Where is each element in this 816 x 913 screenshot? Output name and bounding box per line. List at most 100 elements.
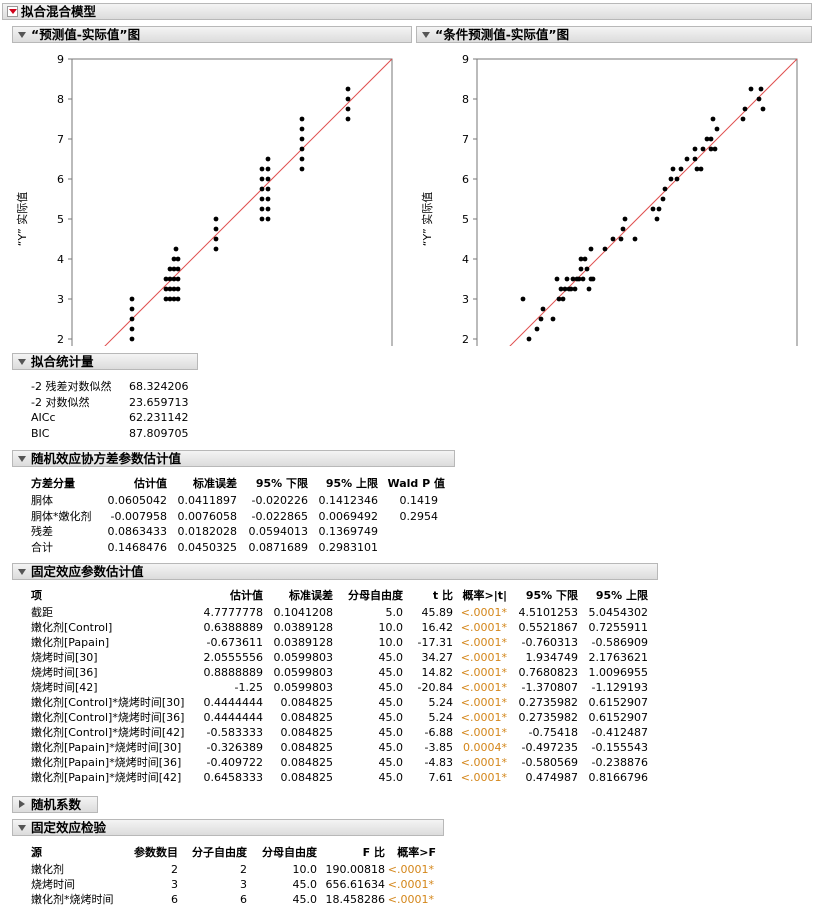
table-cell: 残差 [31,525,53,538]
y-tick-label: 7 [462,133,469,146]
data-point [175,296,181,302]
data-point [550,316,556,322]
y-tick-label: 3 [462,293,469,306]
data-point [129,316,135,322]
data-point [602,246,608,252]
p-value: <.0001* [460,681,507,694]
table-cell: 4.5101253 [518,606,579,619]
table-cell: 3 [171,878,178,891]
y-tick-label: 5 [57,213,64,226]
stat-value: 23.659713 [129,395,189,409]
data-point [259,186,265,192]
data-point [708,146,714,152]
table-cell: 0.0599803 [273,651,334,664]
plot-frame [71,58,393,346]
data-point [742,106,748,112]
table-cell: 嫩化剂[Control]*烧烤时间[42] [31,726,185,739]
data-point [345,106,351,112]
table-cell: 5.24 [428,711,454,724]
fixed-tests-header[interactable]: 固定效应检验 [12,819,444,836]
data-point [171,266,177,272]
table-cell: 0.2735982 [518,696,579,709]
column-header: 参数数目 [134,846,178,859]
data-point [213,216,219,222]
table-cell: 0.6388889 [203,621,264,634]
data-point [714,126,720,132]
table-cell: 嫩化剂[Papain]*烧烤时间[36] [31,756,182,769]
reference-line [104,58,393,346]
disclosure-open-icon[interactable] [18,456,26,462]
table-cell: 0.084825 [280,771,334,784]
fixed-est-header[interactable]: 固定效应参数估计值 [12,563,658,580]
column-header: 95% 上限 [325,477,378,490]
table-cell: 0.0863433 [107,525,168,538]
data-point [213,246,219,252]
table-cell: 嫩化剂[Papain]*烧烤时间[42] [31,771,182,784]
table-cell: 10.0 [378,621,404,634]
main-outline-header[interactable]: 拟合混合模型 [2,3,812,20]
column-header: 估计值 [134,477,167,490]
table-cell: 合计 [31,540,53,554]
y-tick-label: 2 [57,333,64,346]
left-plot-header[interactable]: “预测值-实际值”图 [12,26,412,43]
p-value: <.0001* [460,636,507,649]
column-header: 标准误差 [193,477,237,490]
data-point [299,156,305,162]
table-cell: 45.0 [378,741,404,754]
y-tick-label: 9 [57,53,64,66]
data-point [299,166,305,172]
data-point [576,276,582,282]
data-point [175,256,181,262]
column-header: 估计值 [230,589,263,602]
data-point [345,96,351,102]
table-cell: -1.370807 [521,681,578,694]
fit-stats-title: 拟合统计量 [31,354,94,369]
y-axis-label: “Y” 实际值 [15,192,29,246]
data-point [660,196,666,202]
table-cell: 45.0 [292,878,318,891]
table-cell: 0.1468476 [107,540,168,554]
red-triangle-menu-icon[interactable] [7,6,18,17]
data-point [171,256,177,262]
table-cell: 3 [240,878,247,891]
p-value: <.0001* [460,771,507,784]
random-coef-header[interactable]: 随机系数 [12,796,98,813]
disclosure-open-icon[interactable] [422,32,430,38]
data-point [129,326,135,332]
table-cell: -1.25 [234,681,263,694]
disclosure-open-icon[interactable] [18,359,26,365]
y-tick-label: 4 [462,253,469,266]
data-point [588,246,594,252]
disclosure-closed-icon[interactable] [19,800,25,808]
table-cell: 烧烤时间[36] [31,666,98,679]
table-cell: -0.580569 [521,756,578,769]
table-cell: 45.0 [378,651,404,664]
table-cell: -0.583333 [206,726,263,739]
table-cell: 45.0 [378,681,404,694]
data-point [299,146,305,152]
disclosure-open-icon[interactable] [18,569,26,575]
table-cell: 0.5521867 [518,621,579,634]
random-cov-header[interactable]: 随机效应协方差参数估计值 [12,450,455,467]
table-cell: 45.0 [378,726,404,739]
table-cell: 656.61634 [325,878,386,891]
data-point [692,156,698,162]
disclosure-open-icon[interactable] [18,32,26,38]
right-plot-header[interactable]: “条件预测值-实际值”图 [416,26,812,43]
y-axis-label: “Y” 实际值 [420,192,434,246]
table-cell: 胴体*嫩化剂 [31,509,92,523]
table-cell: -0.155543 [591,741,648,754]
table-cell: 18.458286 [325,893,386,906]
data-point [578,266,584,272]
disclosure-open-icon[interactable] [18,825,26,831]
table-cell: 0.084825 [280,756,334,769]
table-cell: 0.4444444 [203,696,264,709]
data-point [167,266,173,272]
table-cell: 0.2954 [399,509,439,523]
fit-stats-header[interactable]: 拟合统计量 [12,353,198,370]
data-point [259,196,265,202]
column-header: 概率>F [397,846,436,859]
data-point [163,276,169,282]
table-cell: 0.1041208 [273,606,334,619]
table-cell: -0.586909 [591,636,648,649]
